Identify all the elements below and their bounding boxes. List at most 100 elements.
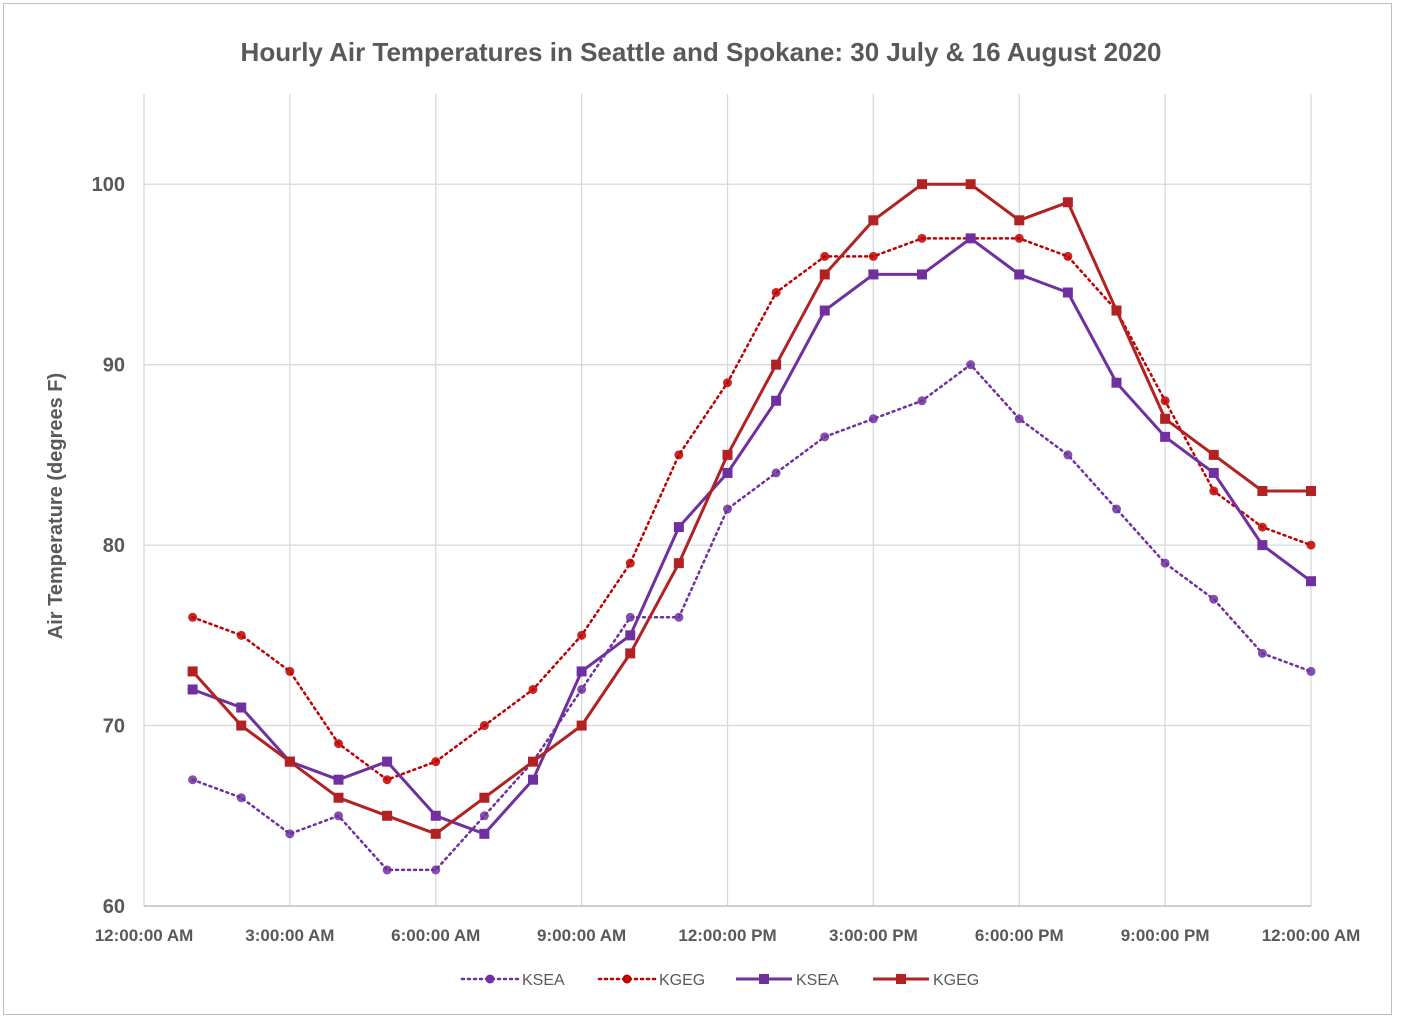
data-point xyxy=(236,630,246,640)
data-point xyxy=(771,359,782,370)
legend-entry: KGEG xyxy=(873,972,979,989)
series-layer xyxy=(187,179,1316,875)
data-point xyxy=(674,612,684,622)
data-point xyxy=(382,865,392,875)
data-point xyxy=(188,775,198,785)
data-point xyxy=(819,305,830,316)
data-point xyxy=(771,287,781,297)
legend-entry: KGEG xyxy=(597,972,705,989)
data-point xyxy=(1014,414,1024,424)
data-point xyxy=(1014,215,1025,226)
data-point xyxy=(868,269,879,280)
data-point xyxy=(917,233,927,243)
data-point xyxy=(868,414,878,424)
data-point xyxy=(479,828,490,839)
data-point xyxy=(966,360,976,370)
data-point xyxy=(479,811,489,821)
x-tick-label: 6:00:00 PM xyxy=(975,926,1064,945)
data-point xyxy=(334,811,343,821)
data-point xyxy=(236,793,246,803)
series-ksea-solid xyxy=(187,233,1316,839)
data-point xyxy=(625,612,635,622)
data-point xyxy=(673,558,684,569)
y-axis-title: Air Temperature (degrees F) xyxy=(45,373,67,639)
data-point xyxy=(1257,522,1267,532)
data-point xyxy=(188,612,198,622)
x-tick-label: 3:00:00 AM xyxy=(245,926,334,945)
data-point xyxy=(576,666,587,677)
data-point xyxy=(528,756,538,767)
data-point xyxy=(917,179,927,190)
data-point xyxy=(1014,269,1025,280)
series-line xyxy=(191,182,1311,836)
y-tick-label: 90 xyxy=(103,355,125,377)
data-point xyxy=(1111,377,1122,388)
data-point xyxy=(1063,251,1073,261)
data-point xyxy=(868,251,878,261)
legend-marker xyxy=(759,974,769,984)
data-point xyxy=(577,684,587,694)
data-point xyxy=(723,504,732,514)
axes: 12:00:00 AM 3:00:00 AM 6:00:00 AM 9:00:00 A… xyxy=(92,174,1361,945)
data-point xyxy=(1209,594,1219,604)
data-point xyxy=(625,630,636,641)
data-point xyxy=(479,721,489,731)
data-point xyxy=(1111,305,1122,316)
data-point xyxy=(382,775,392,785)
data-point xyxy=(820,251,830,261)
chart-frame: Hourly Air Temperatures in Seattle and S… xyxy=(3,3,1392,1015)
legend-marker xyxy=(622,974,632,984)
data-point xyxy=(625,648,636,659)
data-point xyxy=(625,558,635,568)
x-tick-label: 12:00:00 AM xyxy=(1262,926,1361,945)
legend-marker xyxy=(485,974,495,984)
data-point xyxy=(284,756,295,767)
data-point xyxy=(917,396,927,406)
data-point xyxy=(771,395,782,406)
data-point xyxy=(1160,396,1170,406)
data-point xyxy=(1257,540,1268,551)
legend-label: KSEA xyxy=(796,972,839,989)
data-point xyxy=(528,774,538,785)
x-tick-label: 9:00:00 PM xyxy=(1121,926,1210,945)
data-point xyxy=(965,179,976,190)
legend-entry: KSEA xyxy=(460,972,565,989)
data-point xyxy=(285,666,295,676)
data-point xyxy=(187,666,198,677)
data-point xyxy=(431,865,441,875)
data-point xyxy=(1160,413,1171,424)
data-point xyxy=(285,829,295,839)
x-tick-label: 6:00:00 AM xyxy=(391,926,480,945)
data-point xyxy=(1306,540,1316,550)
series-kgeg-dotted xyxy=(188,233,1316,785)
data-point xyxy=(1257,648,1267,658)
y-tick-label: 80 xyxy=(103,535,125,557)
x-tick-label: 12:00:00 AM xyxy=(95,926,194,945)
legend-marker xyxy=(896,974,906,984)
data-point xyxy=(1306,666,1316,676)
data-point xyxy=(1160,431,1171,442)
data-point xyxy=(528,684,538,694)
y-tick-label: 60 xyxy=(103,896,125,918)
grid xyxy=(143,94,1312,906)
y-tick-label: 70 xyxy=(103,716,125,738)
legend-label: KGEG xyxy=(933,972,979,989)
data-point xyxy=(722,449,733,460)
data-point xyxy=(577,630,587,640)
data-point xyxy=(1160,558,1170,568)
data-point xyxy=(868,215,879,226)
data-point xyxy=(1306,576,1316,587)
legend-label: KGEG xyxy=(659,972,705,989)
data-point xyxy=(334,739,343,749)
data-point xyxy=(1209,486,1219,496)
data-point xyxy=(430,828,441,839)
data-point xyxy=(1014,233,1024,243)
data-point xyxy=(236,702,247,713)
x-tick-label: 3:00:00 PM xyxy=(829,926,918,945)
data-point xyxy=(1062,197,1073,208)
data-point xyxy=(333,774,344,785)
data-point xyxy=(819,269,830,280)
data-point xyxy=(382,756,393,767)
data-point xyxy=(771,468,781,478)
data-point xyxy=(723,378,732,388)
